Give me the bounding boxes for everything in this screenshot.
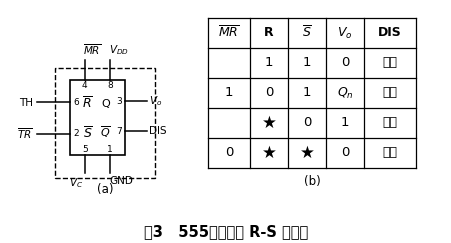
Bar xyxy=(55,68,155,178)
Text: (a): (a) xyxy=(97,183,113,197)
Text: 0: 0 xyxy=(340,57,349,69)
Bar xyxy=(70,80,125,155)
Text: 接地: 接地 xyxy=(382,147,396,159)
Text: 1: 1 xyxy=(224,87,233,99)
Text: $\overline{R}$: $\overline{R}$ xyxy=(82,96,93,112)
Text: ★: ★ xyxy=(261,114,276,132)
Text: 0: 0 xyxy=(224,147,233,159)
Text: 1: 1 xyxy=(107,145,113,154)
Text: $\overline{TR}$: $\overline{TR}$ xyxy=(18,127,33,141)
Text: $\overline{MR}$: $\overline{MR}$ xyxy=(83,42,101,57)
Text: 6: 6 xyxy=(73,98,79,107)
Text: $\overline{S}$: $\overline{S}$ xyxy=(83,126,92,142)
Text: R: R xyxy=(263,26,273,40)
Text: GND: GND xyxy=(109,176,133,186)
Text: 4: 4 xyxy=(82,81,87,90)
Text: 3: 3 xyxy=(116,96,122,105)
Text: 5: 5 xyxy=(82,145,87,154)
Text: TH: TH xyxy=(19,97,33,107)
Text: 保持: 保持 xyxy=(382,87,396,99)
Text: $V_{DD}$: $V_{DD}$ xyxy=(109,43,129,57)
Text: 2: 2 xyxy=(73,130,78,139)
Text: ★: ★ xyxy=(299,144,314,162)
Text: $V_o$: $V_o$ xyxy=(149,94,162,108)
Text: $\overline{S}$: $\overline{S}$ xyxy=(301,25,311,41)
Text: 0: 0 xyxy=(264,87,272,99)
Text: DIS: DIS xyxy=(149,126,166,136)
Text: (b): (b) xyxy=(303,175,320,189)
Text: 8: 8 xyxy=(107,81,113,90)
Text: $V_o$: $V_o$ xyxy=(336,26,352,41)
Text: $\overline{Q}$: $\overline{Q}$ xyxy=(100,125,111,140)
Text: 7: 7 xyxy=(116,127,122,136)
Text: 1: 1 xyxy=(340,116,349,130)
Text: 0: 0 xyxy=(302,116,310,130)
Text: 图3   555电路等效 R-S 触发器: 图3 555电路等效 R-S 触发器 xyxy=(143,225,308,240)
Text: DIS: DIS xyxy=(377,26,401,40)
Text: $Q_n$: $Q_n$ xyxy=(336,86,353,101)
Text: $V_C$: $V_C$ xyxy=(69,176,83,190)
Text: 0: 0 xyxy=(340,147,349,159)
Text: ★: ★ xyxy=(261,144,276,162)
Text: Q: Q xyxy=(101,99,110,109)
Text: 1: 1 xyxy=(302,87,311,99)
Text: 接地: 接地 xyxy=(382,57,396,69)
Text: 1: 1 xyxy=(264,57,273,69)
Text: 开路: 开路 xyxy=(382,116,396,130)
Text: $\overline{MR}$: $\overline{MR}$ xyxy=(218,25,239,41)
Text: 1: 1 xyxy=(302,57,311,69)
